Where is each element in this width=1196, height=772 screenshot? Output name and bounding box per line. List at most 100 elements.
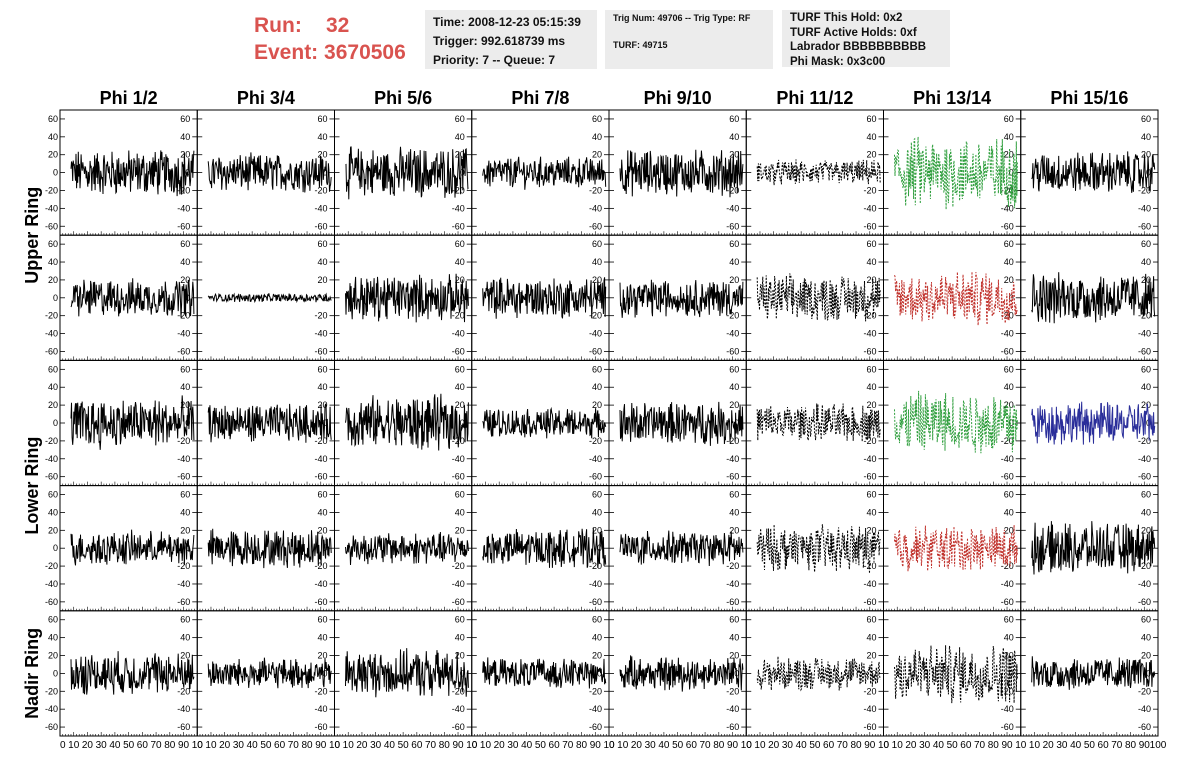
y-tick-label: 40 xyxy=(866,507,876,517)
run-value: 32 xyxy=(326,14,350,37)
y-tick-label: -20 xyxy=(314,185,327,195)
y-tick-label: -40 xyxy=(726,203,739,213)
y-tick-label: 0 xyxy=(53,418,58,428)
x-tick-label: 40 xyxy=(796,740,808,751)
x-tick-label: 80 xyxy=(988,740,1000,751)
y-tick-label: -40 xyxy=(589,203,602,213)
y-tick-label: 20 xyxy=(866,400,876,410)
ring-label: Nadir Ring xyxy=(22,628,42,719)
y-tick-label: 0 xyxy=(871,293,876,303)
y-tick-label: -60 xyxy=(45,722,58,732)
y-tick-label: -60 xyxy=(589,722,602,732)
x-tick-label: 60 xyxy=(1098,740,1110,751)
waveform-trace xyxy=(619,401,744,446)
y-tick-label: -60 xyxy=(177,346,190,356)
y-tick-label: -40 xyxy=(314,454,327,464)
y-tick-label: 20 xyxy=(317,651,327,661)
y-tick-label: -20 xyxy=(177,686,190,696)
x-tick-label: 10 xyxy=(466,740,478,751)
waveform-trace xyxy=(619,655,744,692)
y-tick-label: -20 xyxy=(589,686,602,696)
y-tick-label: -60 xyxy=(863,472,876,482)
x-tick-label: 10 xyxy=(329,740,341,751)
waveform-trace xyxy=(207,152,332,193)
turf-info-box: TURF This Hold: 0x2 TURF Active Holds: 0… xyxy=(782,10,950,68)
y-tick-label: -60 xyxy=(863,221,876,231)
x-tick-label: 50 xyxy=(260,740,272,751)
waveform-trace xyxy=(207,292,332,304)
x-tick-label: 50 xyxy=(398,740,410,751)
waveform-trace xyxy=(482,406,607,439)
x-tick-label: 40 xyxy=(384,740,396,751)
turf-this-hold-text: TURF This Hold: 0x2 xyxy=(790,12,903,24)
y-tick-label: -40 xyxy=(1138,704,1151,714)
y-tick-label: 60 xyxy=(592,114,602,124)
waveform-trace xyxy=(619,149,744,198)
y-tick-label: 20 xyxy=(866,525,876,535)
waveform-trace xyxy=(207,403,332,443)
y-tick-label: 60 xyxy=(1004,615,1014,625)
x-tick-label: 10 xyxy=(1029,740,1041,751)
y-tick-label: 20 xyxy=(48,400,58,410)
y-tick-label: 20 xyxy=(592,525,602,535)
y-tick-label: 60 xyxy=(1004,114,1014,124)
y-tick-label: -40 xyxy=(589,454,602,464)
run-label: Run: xyxy=(254,14,302,37)
y-tick-label: 60 xyxy=(1141,615,1151,625)
run-event-box: Run: 32 Event: 3670506 xyxy=(254,12,406,66)
y-tick-label: -40 xyxy=(177,329,190,339)
y-tick-label: 0 xyxy=(1009,543,1014,553)
y-tick-label: 20 xyxy=(866,651,876,661)
y-tick-label: -60 xyxy=(177,597,190,607)
waveform-panel xyxy=(883,234,1022,361)
y-tick-label: 0 xyxy=(1009,668,1014,678)
y-tick-label: 20 xyxy=(180,525,190,535)
y-tick-label: 0 xyxy=(460,668,465,678)
x-tick-label: 80 xyxy=(1125,740,1137,751)
y-tick-label: -20 xyxy=(726,686,739,696)
y-tick-label: 60 xyxy=(180,364,190,374)
y-tick-label: -20 xyxy=(1001,561,1014,571)
y-tick-label: -60 xyxy=(1001,472,1014,482)
y-tick-label: 60 xyxy=(1141,239,1151,249)
y-tick-label: -20 xyxy=(452,686,465,696)
y-tick-label: 60 xyxy=(866,490,876,500)
waveform-trace xyxy=(894,524,1018,572)
waveform-trace xyxy=(756,273,881,322)
y-tick-label: -20 xyxy=(452,561,465,571)
y-tick-label: -40 xyxy=(726,704,739,714)
y-tick-label: -40 xyxy=(45,203,58,213)
y-tick-label: -20 xyxy=(45,185,58,195)
y-tick-label: 0 xyxy=(1009,168,1014,178)
y-tick-label: -60 xyxy=(726,722,739,732)
y-tick-label: -20 xyxy=(1001,311,1014,321)
y-tick-label: -20 xyxy=(726,436,739,446)
y-tick-label: -60 xyxy=(177,472,190,482)
y-tick-label: -20 xyxy=(863,185,876,195)
waveform-trace xyxy=(1031,656,1156,690)
turf-text: TURF: 49715 xyxy=(613,40,668,50)
y-tick-label: -40 xyxy=(589,579,602,589)
y-tick-label: 60 xyxy=(729,615,739,625)
y-tick-label: 20 xyxy=(48,525,58,535)
x-tick-label: 0 xyxy=(746,740,752,751)
waveform-trace xyxy=(70,529,195,566)
y-tick-label: -60 xyxy=(1001,597,1014,607)
y-tick-label: -40 xyxy=(177,454,190,464)
y-tick-label: -60 xyxy=(589,472,602,482)
y-tick-label: 20 xyxy=(455,525,465,535)
y-tick-label: 20 xyxy=(729,275,739,285)
y-tick-label: -20 xyxy=(45,311,58,321)
labrador-text: Labrador BBBBBBBBBB xyxy=(790,41,927,53)
y-tick-label: 40 xyxy=(317,132,327,142)
x-tick-label: 70 xyxy=(837,740,849,751)
x-tick-label: 10 xyxy=(68,740,80,751)
y-tick-label: 40 xyxy=(729,633,739,643)
y-tick-label: -20 xyxy=(45,436,58,446)
waveform-trace xyxy=(619,530,744,567)
y-tick-label: 60 xyxy=(48,239,58,249)
y-tick-label: -40 xyxy=(452,454,465,464)
y-tick-label: -20 xyxy=(1138,686,1151,696)
y-tick-label: 60 xyxy=(729,239,739,249)
y-tick-label: -20 xyxy=(1138,185,1151,195)
